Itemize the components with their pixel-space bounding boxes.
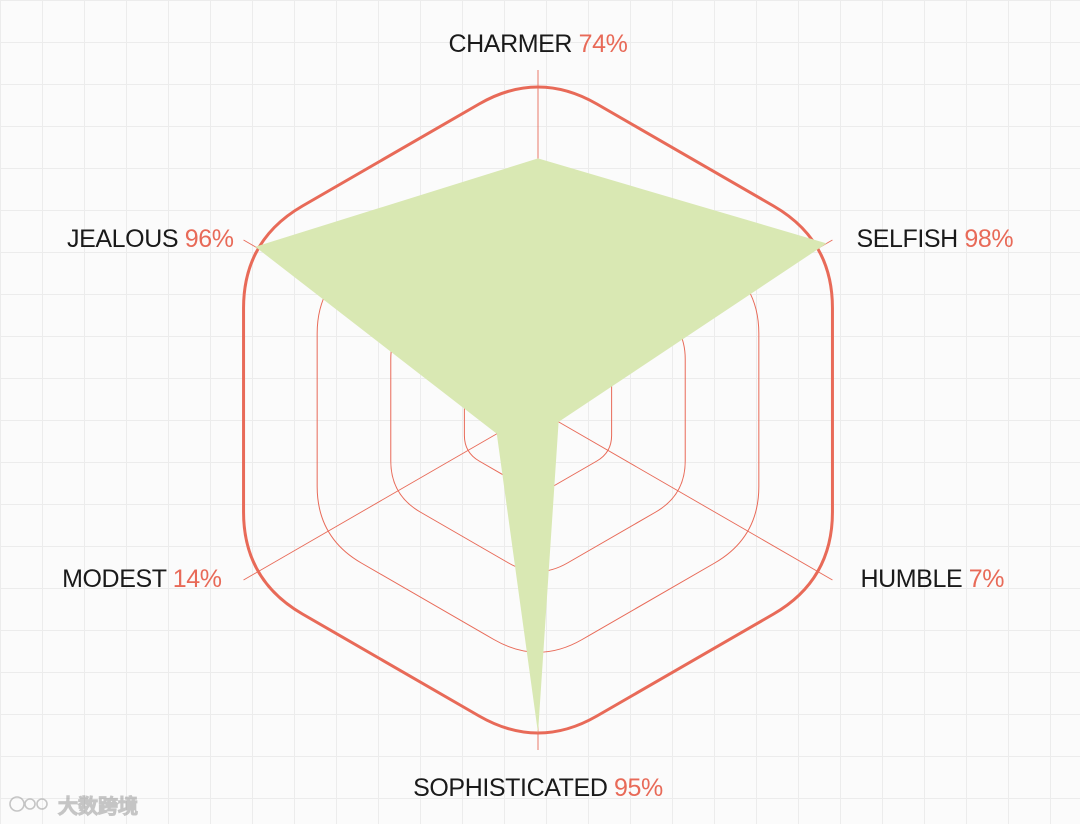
axis-label-modest: MODEST 14% <box>62 565 222 593</box>
radar-data-area <box>255 158 827 733</box>
axis-value: 95% <box>614 774 663 802</box>
radar-spoke-modest <box>243 409 539 581</box>
axis-name: MODEST <box>62 565 173 593</box>
radar-labels: CHARMER 74% SELFISH 98% HUMBLE 7% SOPHISTIC… <box>62 30 1014 802</box>
axis-label-selfish: SELFISH 98% <box>856 225 1013 253</box>
axis-name: CHARMER <box>449 30 579 58</box>
axis-label-jealous: JEALOUS 96% <box>67 225 234 253</box>
axis-value: 96% <box>185 225 234 253</box>
axis-label-humble: HUMBLE 7% <box>860 565 1004 593</box>
axis-value: 7% <box>969 565 1005 593</box>
axis-name: SOPHISTICATED <box>413 774 614 802</box>
axis-name: SELFISH <box>856 225 964 253</box>
watermark: 大数跨境 <box>8 788 148 820</box>
radar-spoke-humble <box>537 409 833 581</box>
axis-value: 98% <box>964 225 1013 253</box>
watermark-text: 大数跨境 <box>58 793 139 818</box>
axis-name: JEALOUS <box>67 225 185 253</box>
axis-value: 14% <box>173 565 222 593</box>
axis-name: HUMBLE <box>860 565 968 593</box>
watermark-logo-icon <box>9 796 48 812</box>
axis-label-sophisticated: SOPHISTICATED 95% <box>413 774 663 802</box>
radar-ring-100 <box>242 85 834 735</box>
axis-value: 74% <box>579 30 628 58</box>
axis-label-charmer: CHARMER 74% <box>449 30 628 58</box>
radar-data-layer <box>255 158 827 734</box>
